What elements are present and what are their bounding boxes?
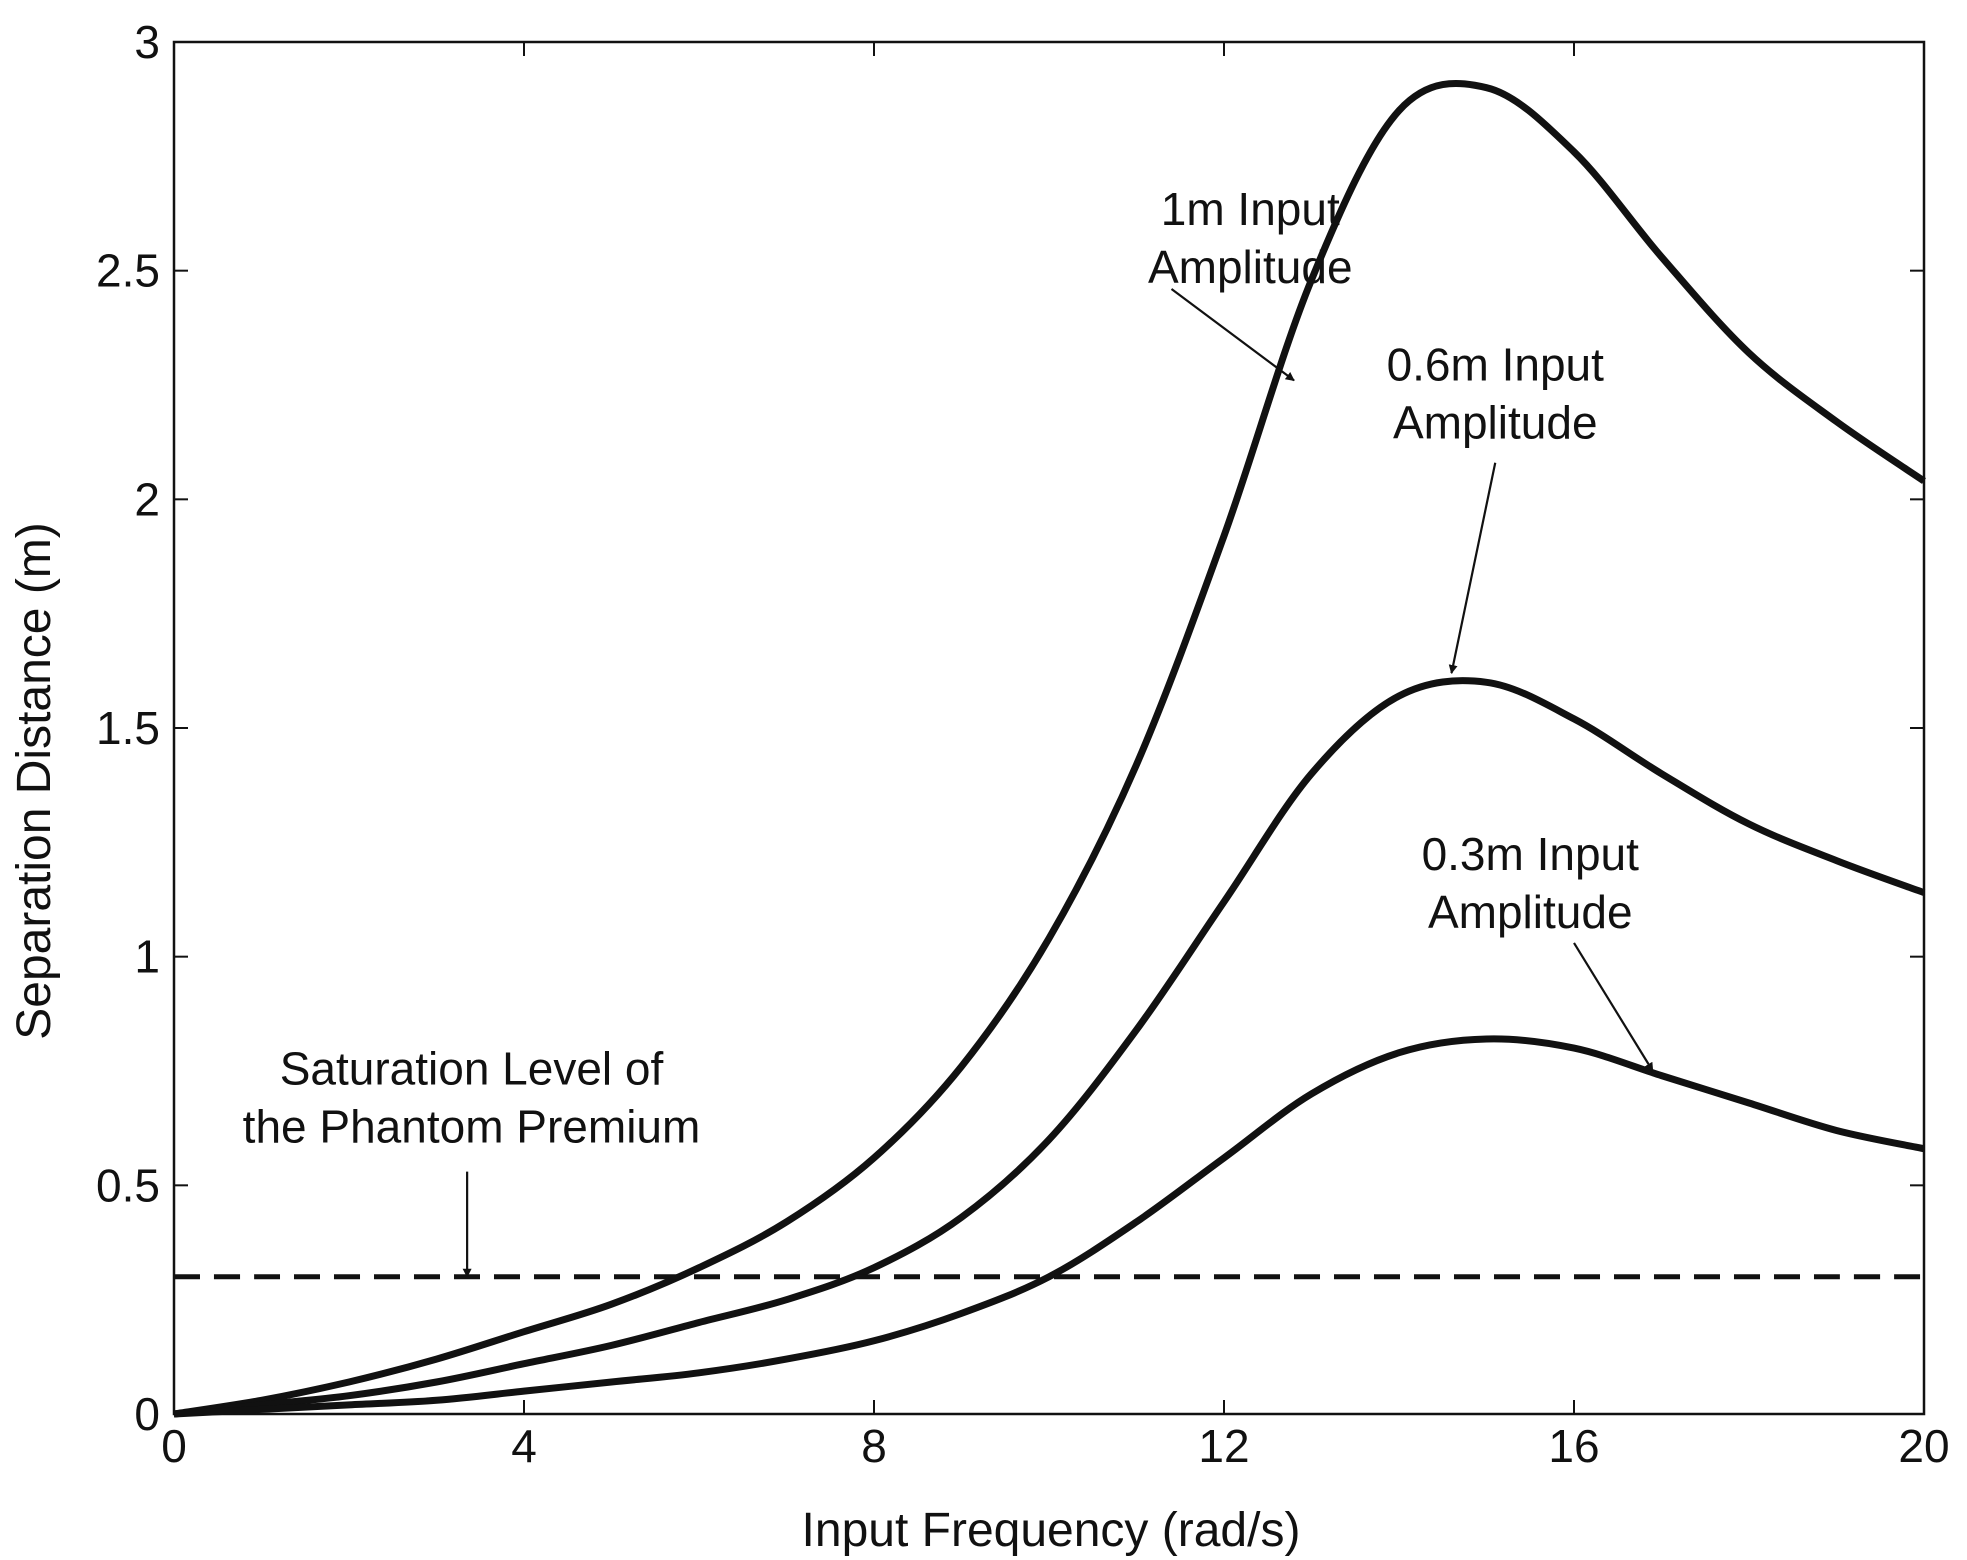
- x-tick-label: 16: [1548, 1420, 1599, 1472]
- annotation-3: 0.3m Input Amplitude: [1422, 828, 1654, 1072]
- x-tick-label: 8: [861, 1420, 887, 1472]
- y-tick-label: 0: [134, 1388, 160, 1440]
- y-tick-label: 0.5: [96, 1159, 160, 1211]
- annotation-text-line: Saturation Level of: [280, 1043, 664, 1095]
- series-line-0-3m-input-amplitude: [173, 1035, 1925, 1418]
- series-line-0-6m-input-amplitude: [173, 677, 1926, 1418]
- annotation-1: 1m Input Amplitude: [1148, 183, 1353, 382]
- annotation-arrow: [1448, 462, 1497, 675]
- plot-area-frame: [172, 40, 1926, 1416]
- y-tick-label: 1.5: [96, 702, 160, 754]
- annotation-2: 0.6m Input Amplitude: [1387, 338, 1605, 675]
- y-tick-label: 2.5: [96, 245, 160, 297]
- annotation-text-line: the Phantom Premium: [243, 1101, 701, 1153]
- annotation-text-line: Amplitude: [1148, 241, 1353, 293]
- annotation-text-line: 0.6m Input: [1387, 338, 1605, 390]
- y-axis-label: Separation Distance (m): [8, 522, 61, 1040]
- y-tick-label: 3: [134, 16, 160, 68]
- annotation-arrow: [1170, 288, 1295, 382]
- annotation-4: Saturation Level of the Phantom Premium: [243, 1043, 701, 1278]
- x-tick-label: 0: [161, 1420, 187, 1472]
- annotation-text-line: 1m Input: [1161, 183, 1340, 235]
- x-axis-label: Input Frequency (rad/s): [802, 1504, 1301, 1557]
- annotation-text-line: Amplitude: [1428, 886, 1633, 938]
- y-tick-label: 2: [134, 473, 160, 525]
- x-tick-label: 4: [511, 1420, 537, 1472]
- annotation-text-line: 0.3m Input: [1422, 828, 1640, 880]
- x-tick-label: 12: [1198, 1420, 1249, 1472]
- series-line-1m-input-amplitude: [173, 80, 1926, 1418]
- y-tick-label: 1: [134, 931, 160, 983]
- x-tick-label: 20: [1898, 1420, 1949, 1472]
- annotation-arrow: [1573, 942, 1654, 1072]
- annotation-text-line: Amplitude: [1393, 396, 1598, 448]
